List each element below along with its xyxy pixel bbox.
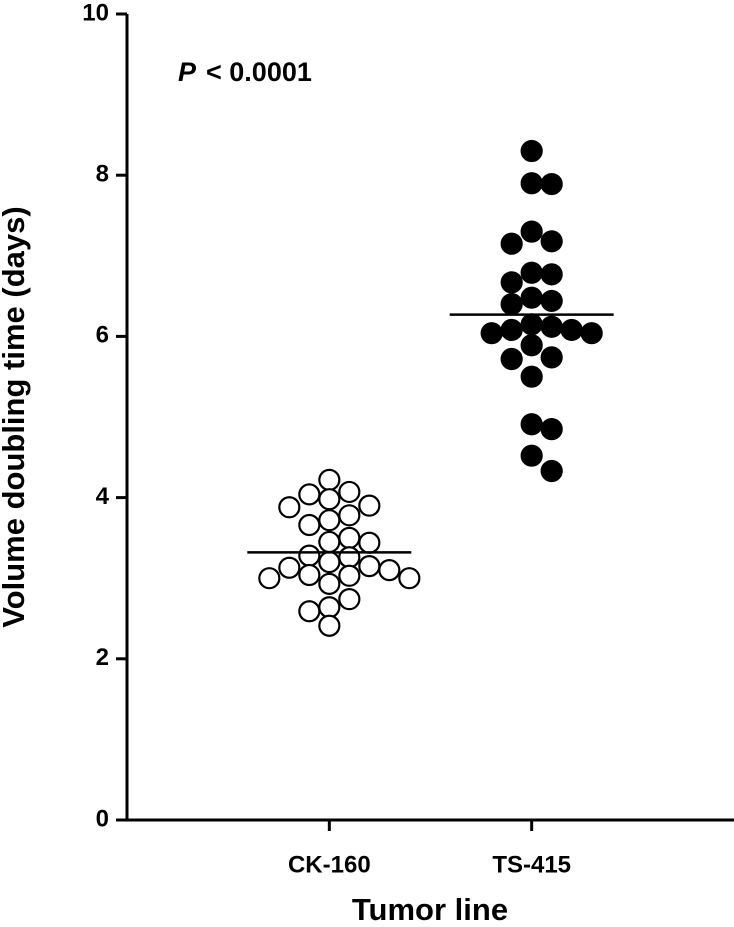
data-point xyxy=(298,600,321,623)
data-point xyxy=(520,286,543,309)
data-point xyxy=(338,588,361,611)
y-tick-label: 4 xyxy=(96,483,110,510)
data-point xyxy=(318,530,341,554)
data-point xyxy=(500,232,523,255)
data-point xyxy=(378,559,401,582)
data-point xyxy=(540,315,563,338)
data-point xyxy=(298,483,321,506)
data-point xyxy=(278,496,301,519)
data-point xyxy=(540,289,563,313)
data-point xyxy=(480,322,503,345)
data-point xyxy=(500,293,523,316)
y-tick-label: 2 xyxy=(96,644,109,671)
data-point xyxy=(338,480,361,504)
x-axis-title: Tumor line xyxy=(352,892,508,927)
data-point xyxy=(278,556,301,579)
data-point xyxy=(318,614,341,637)
y-tick-label: 10 xyxy=(82,0,109,26)
data-point xyxy=(520,313,543,336)
y-tick-label: 0 xyxy=(96,805,109,832)
y-tick-label: 8 xyxy=(96,161,109,188)
data-point xyxy=(318,468,341,491)
data-point xyxy=(298,513,321,537)
x-tick-label: TS-415 xyxy=(492,851,571,878)
data-point xyxy=(338,546,361,569)
data-point xyxy=(500,347,523,371)
data-point xyxy=(318,572,341,595)
data-point xyxy=(520,413,543,436)
annotation-text: < 0.0001 xyxy=(206,57,312,87)
annotation-variable: P xyxy=(178,57,197,87)
data-point xyxy=(318,509,341,532)
data-point xyxy=(398,567,421,590)
data-point xyxy=(318,488,341,511)
x-tick-label: CK-160 xyxy=(288,851,371,878)
data-point xyxy=(500,318,523,342)
data-point xyxy=(338,564,361,587)
data-point xyxy=(520,139,543,163)
data-point xyxy=(520,365,543,388)
data-point xyxy=(540,346,563,369)
data-point xyxy=(540,459,563,483)
data-point xyxy=(358,555,381,578)
y-tick-label: 6 xyxy=(96,322,109,349)
data-point xyxy=(338,504,361,527)
y-axis-title: Volume doubling time (days) xyxy=(0,206,31,627)
data-point xyxy=(540,417,563,441)
data-point xyxy=(318,550,341,574)
data-point xyxy=(298,563,321,587)
data-point xyxy=(298,544,321,567)
data-point xyxy=(540,230,563,253)
annotation: P < 0.0001 xyxy=(178,57,312,87)
data-point xyxy=(520,444,543,467)
data-point xyxy=(318,596,341,619)
data-point xyxy=(520,220,543,243)
data-point xyxy=(258,567,281,590)
data-point xyxy=(580,322,603,345)
data-point xyxy=(520,172,543,195)
data-point xyxy=(500,271,523,294)
data-point xyxy=(520,261,543,284)
data-point xyxy=(358,531,381,554)
data-point xyxy=(338,526,361,550)
data-point xyxy=(520,334,543,357)
data-point xyxy=(540,263,563,286)
data-point xyxy=(560,318,583,342)
data-point xyxy=(540,172,563,196)
data-point xyxy=(358,494,381,517)
